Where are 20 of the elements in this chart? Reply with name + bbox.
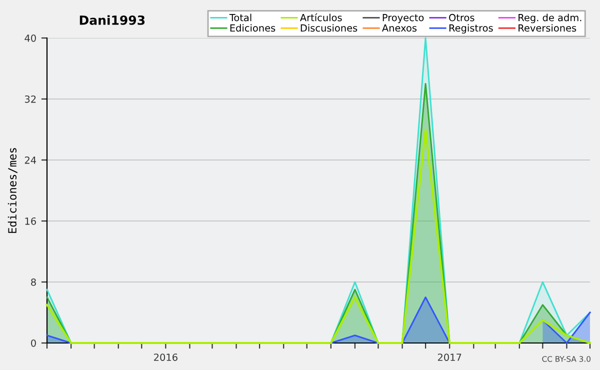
legend-label: Reversiones: [518, 24, 576, 32]
legend-label: Total: [229, 14, 252, 22]
y-tick-label: 8: [31, 278, 36, 286]
legend-label: Proyecto: [382, 14, 424, 24]
legend-label: Reg. de adm.: [518, 14, 582, 24]
y-tick-label: 24: [24, 156, 36, 164]
legend-label: Anexos: [382, 24, 417, 32]
legend-label: Ediciones: [230, 24, 276, 32]
legend-label: Discusiones: [300, 24, 358, 32]
y-tick-label: 16: [25, 217, 36, 225]
x-tick-label: 2016: [154, 354, 178, 361]
y-tick-label: 32: [24, 95, 36, 103]
chart-title: Dani1993: [80, 15, 145, 25]
x-tick-label: 2017: [438, 354, 462, 361]
legend-label: Otros: [449, 14, 474, 22]
y-tick-label: 40: [24, 34, 36, 42]
legend-label: Artículos: [300, 13, 342, 22]
legend-label: Registros: [449, 24, 493, 34]
y-tick-label: 0: [31, 339, 36, 347]
y-axis-title: Ediciones/mes: [8, 148, 18, 233]
